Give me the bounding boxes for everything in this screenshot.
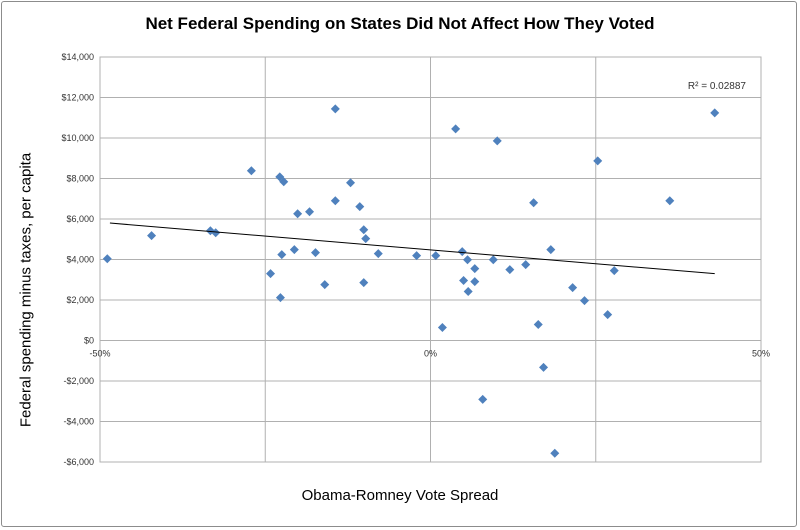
y-tick-label: $12,000 — [61, 93, 94, 103]
data-point — [275, 293, 285, 303]
data-point — [521, 260, 531, 270]
data-point — [470, 264, 480, 274]
data-point — [710, 108, 720, 118]
data-point — [361, 234, 371, 244]
y-tick-label: $10,000 — [61, 133, 94, 143]
data-point — [437, 323, 447, 333]
data-point — [505, 265, 515, 275]
y-tick-label: $4,000 — [66, 255, 94, 265]
data-point — [359, 278, 369, 288]
data-point — [373, 249, 383, 259]
data-point — [470, 277, 480, 287]
y-tick-label: $14,000 — [61, 52, 94, 62]
data-point — [431, 251, 441, 261]
data-point — [211, 228, 221, 238]
data-point — [355, 202, 365, 212]
data-point — [320, 280, 330, 290]
data-point — [580, 296, 590, 306]
data-point — [529, 198, 539, 208]
data-point — [451, 124, 461, 134]
x-tick-label: -50% — [89, 349, 110, 359]
data-point — [346, 178, 356, 188]
data-point — [539, 362, 549, 372]
data-point — [533, 320, 543, 330]
data-point — [459, 276, 469, 286]
trendline — [109, 222, 715, 275]
x-axis-label: Obama-Romney Vote Spread — [301, 487, 499, 504]
x-tick-label: 0% — [424, 349, 437, 359]
y-tick-label: -$4,000 — [63, 417, 94, 427]
data-point — [488, 255, 498, 265]
data-point — [478, 394, 488, 404]
y-tick-label: $6,000 — [66, 214, 94, 224]
data-point — [603, 310, 613, 320]
data-point — [609, 266, 619, 276]
data-point — [492, 136, 502, 146]
data-point — [305, 207, 315, 217]
data-point — [412, 251, 422, 261]
y-tick-label: $8,000 — [66, 174, 94, 184]
data-point — [550, 448, 560, 458]
data-point — [568, 283, 578, 293]
data-point — [457, 247, 467, 257]
data-point — [293, 209, 303, 219]
x-tick-label: 50% — [752, 349, 770, 359]
y-tick-label: $2,000 — [66, 295, 94, 305]
data-point — [289, 245, 299, 255]
data-point — [593, 156, 603, 166]
data-point — [266, 269, 276, 279]
data-point — [359, 225, 369, 235]
data-point — [102, 254, 112, 264]
data-point — [279, 177, 289, 187]
chart-title: Net Federal Spending on States Did Not A… — [145, 14, 655, 33]
data-point — [246, 166, 256, 176]
data-point — [665, 196, 675, 206]
data-point — [310, 248, 320, 258]
data-point — [463, 255, 473, 265]
y-tick-label: -$2,000 — [63, 376, 94, 386]
r-squared-annotation: R² = 0.02887 — [688, 81, 747, 92]
data-point — [330, 104, 340, 114]
data-point — [546, 245, 556, 255]
y-tick-label: -$6,000 — [63, 457, 94, 467]
data-point — [330, 196, 340, 206]
data-point — [277, 250, 287, 260]
y-tick-label: $0 — [84, 336, 94, 346]
data-point — [147, 231, 157, 241]
plot-area-border — [99, 56, 762, 463]
data-point — [463, 286, 473, 296]
